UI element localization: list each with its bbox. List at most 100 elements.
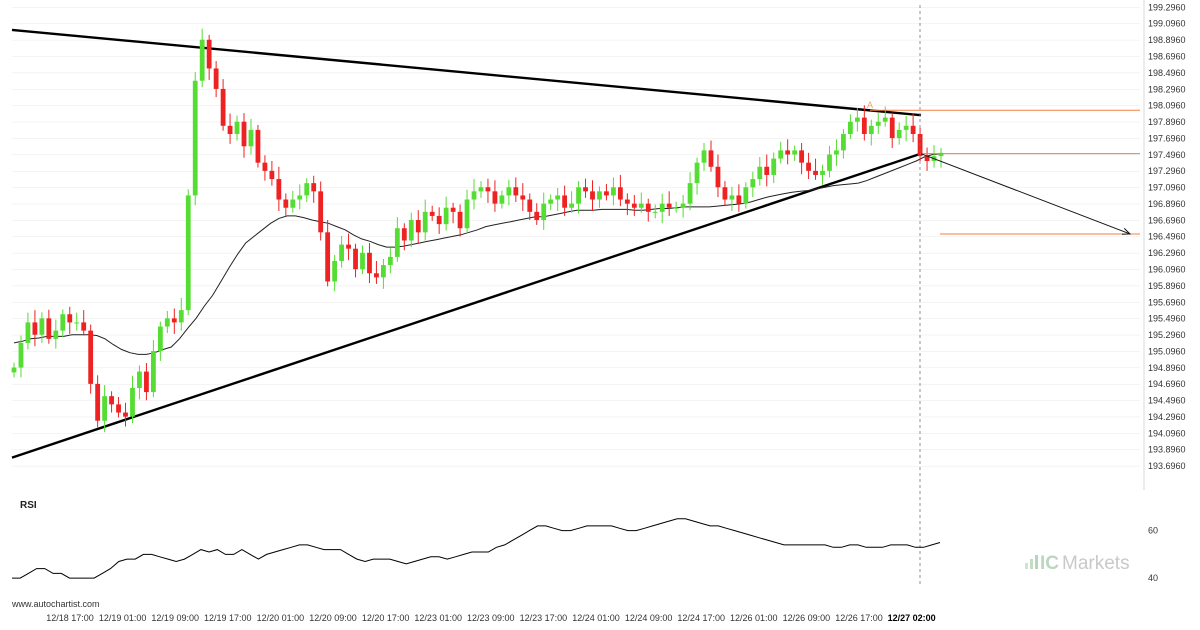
candle-body — [687, 183, 693, 204]
candle-body — [130, 387, 135, 417]
rsi-tick-label: 40 — [1148, 573, 1158, 583]
candle-body — [924, 156, 930, 162]
candle-body — [624, 199, 630, 204]
candle-body — [820, 170, 825, 175]
price-tick-label: 199.2960 — [1148, 2, 1186, 12]
candle-body — [318, 191, 324, 233]
candle-body — [164, 318, 170, 327]
candle-body — [541, 203, 547, 221]
candle-body — [95, 383, 101, 421]
candle-body — [778, 150, 784, 159]
brand-markets: Markets — [1062, 553, 1130, 574]
price-tick-label: 193.8960 — [1148, 445, 1186, 455]
candle-body — [408, 220, 414, 241]
candle-body — [436, 215, 442, 225]
time-tick-label: 12/24 09:00 — [625, 613, 673, 623]
candle-body — [611, 187, 616, 196]
price-tick-label: 195.8960 — [1148, 281, 1186, 291]
price-tick-label: 197.0960 — [1148, 183, 1186, 193]
candle-body — [708, 150, 714, 167]
price-tick-label: 194.4960 — [1148, 396, 1186, 406]
candle-body — [583, 187, 588, 192]
candle-body — [67, 314, 73, 323]
candle-body — [81, 322, 87, 331]
candle-body — [673, 207, 679, 209]
candle-body — [401, 228, 407, 241]
price-tick-label: 197.8960 — [1148, 117, 1186, 127]
candle-body — [46, 318, 52, 339]
candle-body — [806, 162, 811, 171]
rsi-tick-label: 60 — [1148, 526, 1158, 536]
candle-body — [199, 39, 205, 81]
candle-body — [290, 199, 296, 208]
candle-body — [513, 187, 519, 196]
brand-ic: IC — [1040, 553, 1059, 574]
price-tick-label: 199.0960 — [1148, 19, 1186, 29]
candle-body — [527, 199, 533, 212]
candle-body — [757, 166, 763, 180]
candle-body — [534, 211, 540, 221]
candle-body — [25, 322, 31, 343]
candle-body — [339, 244, 344, 261]
rsi-line — [12, 518, 941, 579]
candle-body — [666, 203, 672, 208]
forecast-arrow-head — [1121, 228, 1132, 235]
price-tick-label: 193.6960 — [1148, 461, 1186, 471]
candle-body — [499, 195, 505, 204]
candle-body — [311, 183, 317, 192]
brand-watermark: www.autochartist.com IC Markets — [11, 553, 1130, 609]
price-axis: 193.6960 193.8960 194.0960 194.2960 194.4960… — [1143, 0, 1186, 490]
candle-body — [506, 187, 512, 196]
candle-body — [297, 195, 303, 200]
candle-body — [394, 228, 400, 257]
candle-body — [185, 195, 191, 311]
price-tick-label: 197.4960 — [1148, 150, 1186, 160]
candle-body — [471, 191, 477, 200]
icmarkets-logo-icon — [1025, 555, 1038, 569]
candle-body — [213, 68, 219, 89]
candle-body — [220, 88, 226, 126]
candle-body — [269, 170, 275, 180]
pattern-point-label: A — [867, 100, 873, 110]
candle-body — [255, 129, 261, 163]
candle-body — [283, 199, 289, 208]
price-tick-label: 194.2960 — [1148, 412, 1186, 422]
rsi-panel: RSI 60 40 — [12, 500, 1158, 583]
candle-body — [422, 211, 428, 233]
candle-body — [332, 260, 338, 282]
price-tick-label: 197.2960 — [1148, 166, 1186, 176]
candle-body — [743, 187, 749, 204]
candle-body — [680, 203, 686, 208]
candle-body — [694, 162, 700, 184]
candle-body — [792, 150, 798, 155]
candle-body — [32, 322, 38, 335]
candle-body — [123, 412, 128, 417]
candle-body — [785, 150, 791, 155]
candle-body — [569, 203, 574, 208]
candle-body — [178, 310, 184, 323]
candle-body — [597, 191, 602, 200]
time-tick-label: 12/23 09:00 — [467, 613, 515, 623]
candle-body — [841, 133, 846, 151]
price-tick-label: 195.2960 — [1148, 330, 1186, 340]
candle-body — [429, 211, 435, 216]
candle-body — [896, 129, 902, 139]
moving-average — [13, 153, 942, 355]
upper-trendline — [11, 28, 922, 117]
candle-body — [910, 125, 916, 134]
price-tick-label: 196.0960 — [1148, 265, 1186, 275]
candle-body — [645, 203, 651, 212]
candle-body — [137, 371, 142, 388]
price-tick-label: 196.2960 — [1148, 248, 1186, 258]
candle-body — [374, 273, 379, 278]
candle-body — [631, 203, 637, 208]
time-tick-label: 12/26 09:00 — [783, 613, 831, 623]
candle-body — [241, 121, 247, 147]
candle-body — [304, 183, 310, 196]
candle-body — [157, 326, 163, 352]
price-tick-label: 194.0960 — [1148, 428, 1186, 438]
candle-body — [834, 150, 839, 155]
price-tick-label: 194.8960 — [1148, 363, 1186, 373]
candle-body — [53, 330, 59, 339]
price-tick-label: 195.4960 — [1148, 314, 1186, 324]
